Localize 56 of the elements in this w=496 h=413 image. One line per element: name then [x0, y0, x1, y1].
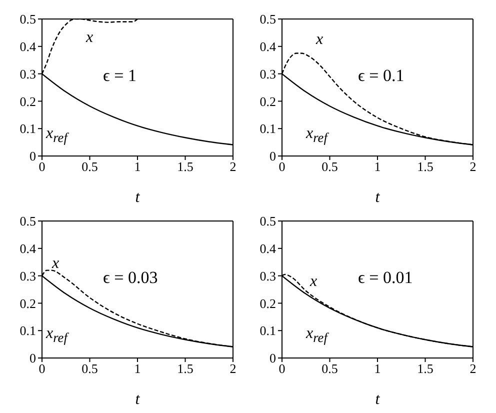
y-tick-label: 0	[30, 350, 36, 366]
y-tick-label: 0.2	[260, 296, 276, 311]
y-tick-label: 0.3	[20, 66, 36, 82]
x-tick-label: 1	[374, 159, 381, 174]
series-label: x$_{ref}$	[306, 325, 328, 346]
annotation: ϵ = 0.1	[358, 66, 404, 86]
series-label: x$_{ref}$	[46, 325, 68, 346]
x-axis-title: t	[375, 391, 380, 408]
y-tick-label: 0.1	[260, 121, 276, 136]
x-tick-label: 2	[230, 361, 236, 376]
y-tick-label: 0.1	[20, 121, 36, 136]
x-axis-title: t	[135, 189, 140, 206]
y-tick-label: 0.5	[260, 214, 276, 229]
y-tick-label: 0.1	[260, 323, 276, 338]
x-tick-label: 1	[134, 159, 141, 174]
series-label: x$_{ref}$	[46, 125, 68, 146]
series-label: x	[316, 31, 324, 48]
x-tick-label: 1.5	[177, 361, 194, 376]
series-label: x$_{ref}$	[306, 125, 328, 146]
y-tick-label: 0	[30, 148, 36, 164]
series-label: x	[86, 29, 94, 46]
x-tick-label: 0.5	[322, 159, 338, 174]
y-tick-label: 0.4	[260, 39, 276, 54]
y-tick-label: 0.5	[20, 214, 36, 229]
y-tick-label: 0.3	[260, 268, 276, 284]
x-tick-label: 1.5	[417, 159, 434, 174]
y-tick-label: 0.3	[20, 268, 36, 284]
y-tick-label: 0.3	[260, 66, 276, 82]
x-tick-label: 0.5	[82, 361, 98, 376]
x-tick-label: 1	[134, 361, 141, 376]
y-tick-label: 0	[270, 350, 276, 366]
x-tick-label: 1.5	[177, 159, 194, 174]
series-label: x	[310, 273, 318, 290]
x-tick-label: 1.5	[417, 361, 434, 376]
x-tick-label: 2	[470, 159, 476, 174]
annotation: ϵ = 0.01	[358, 268, 413, 288]
y-tick-label: 0.4	[20, 241, 36, 256]
x-axis-title: t	[375, 189, 380, 206]
series-label: x	[52, 255, 60, 272]
y-tick-label: 0.5	[260, 12, 276, 27]
y-tick-label: 0.4	[260, 241, 276, 256]
x-tick-label: 0.5	[82, 159, 98, 174]
y-tick-label: 0.2	[260, 94, 276, 109]
x-tick-label: 2	[230, 159, 236, 174]
x-tick-label: 2	[470, 361, 476, 376]
x-tick-label: 1	[374, 361, 381, 376]
y-tick-label: 0.1	[20, 323, 36, 338]
y-tick-label: 0.2	[20, 296, 36, 311]
y-tick-label: 0.2	[20, 94, 36, 109]
y-tick-label: 0.5	[20, 12, 36, 27]
y-tick-label: 0	[270, 148, 276, 164]
annotation: ϵ = 0.03	[103, 268, 158, 288]
annotation: ϵ = 1	[103, 66, 136, 86]
x-tick-label: 0.5	[322, 361, 338, 376]
x-axis-title: t	[135, 391, 140, 408]
y-tick-label: 0.4	[20, 39, 36, 54]
